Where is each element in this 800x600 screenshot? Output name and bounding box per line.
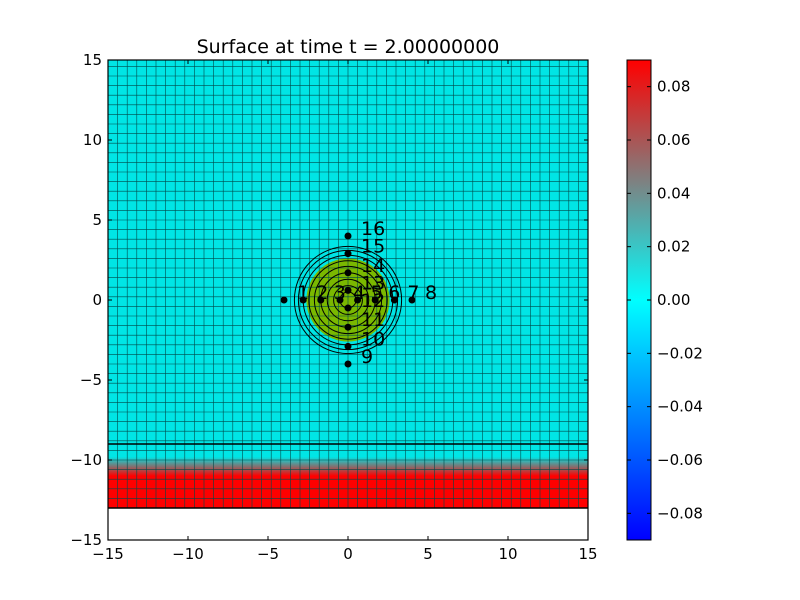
- y-tick-label: 10: [83, 131, 102, 149]
- gauge-point: [390, 296, 398, 304]
- colorbar: −0.08 −0.06 −0.04 −0.02 0.00 0.02 0.04 0.06 0.08: [626, 59, 703, 541]
- x-tick-label: 5: [423, 545, 433, 563]
- contour-line: [308, 260, 388, 340]
- y-tick-label: 0: [92, 291, 102, 309]
- gauge-point: [344, 323, 352, 331]
- x-tick-label: 10: [498, 545, 517, 563]
- gauge-label: 8: [425, 282, 437, 304]
- gauge-label: 14: [361, 255, 385, 277]
- x-tick-label: −15: [92, 545, 124, 563]
- gauge-label: 12: [361, 290, 385, 312]
- y-tick-label: 5: [92, 211, 102, 229]
- gauge-point: [371, 296, 379, 304]
- y-tick-label: 15: [83, 51, 102, 69]
- chart-title: Surface at time t = 2.00000000: [197, 36, 500, 58]
- y-tick-label: −10: [70, 451, 102, 469]
- gauge-point: [408, 296, 416, 304]
- grid-lines: [108, 60, 588, 509]
- y-tick-label: −15: [70, 531, 102, 549]
- gauge-label: 16: [361, 218, 385, 240]
- colorbar-tick-label: 0.06: [657, 131, 690, 149]
- gauge-label: 9: [361, 346, 373, 368]
- x-tick-label: −10: [172, 545, 204, 563]
- colorbar-ticks: −0.08 −0.06 −0.04 −0.02 0.00 0.02 0.04 0.06 0.08: [627, 78, 703, 522]
- contour-line: [326, 278, 370, 322]
- colorbar-tick-label: 0.02: [657, 238, 690, 256]
- x-tick-label: 15: [578, 545, 597, 563]
- y-tick-label: −5: [80, 371, 102, 389]
- gauge-point: [354, 296, 362, 304]
- x-axis: −15 −10 −5 0 5 10 15: [92, 60, 598, 563]
- colorbar-tick-label: −0.06: [657, 451, 703, 469]
- contour-line: [333, 285, 363, 315]
- colorbar-tick-label: 0.08: [657, 78, 690, 96]
- gauge-point: [344, 304, 352, 312]
- colorbar-tick-label: −0.02: [657, 344, 703, 362]
- gauge-point: [299, 296, 307, 304]
- contour-line: [293, 245, 403, 355]
- x-tick-label: −5: [257, 545, 279, 563]
- gauge-label: 10: [361, 328, 385, 350]
- gauge-point: [344, 342, 352, 350]
- gauge-label: 15: [361, 236, 385, 258]
- colorbar-tick-label: 0.04: [657, 184, 690, 202]
- gauge-point: [317, 296, 325, 304]
- contour-line: [313, 265, 383, 335]
- gauge-point: [344, 269, 352, 277]
- gauge-point: [280, 296, 288, 304]
- gauge-point: [344, 232, 352, 240]
- gauge-point: [344, 360, 352, 368]
- colorbar-tick-label: −0.04: [657, 398, 703, 416]
- y-axis: −15 −10 −5 0 5 10 15: [70, 51, 588, 549]
- gauge-point: [344, 286, 352, 294]
- colorbar-tick-label: −0.08: [657, 504, 703, 522]
- gauge-label: 11: [361, 309, 385, 331]
- gauge-point: [344, 250, 352, 258]
- colorbar-tick-label: 0.00: [657, 291, 690, 309]
- x-tick-label: 0: [343, 545, 353, 563]
- gauge-label: 13: [361, 272, 385, 294]
- gauge-point: [336, 296, 344, 304]
